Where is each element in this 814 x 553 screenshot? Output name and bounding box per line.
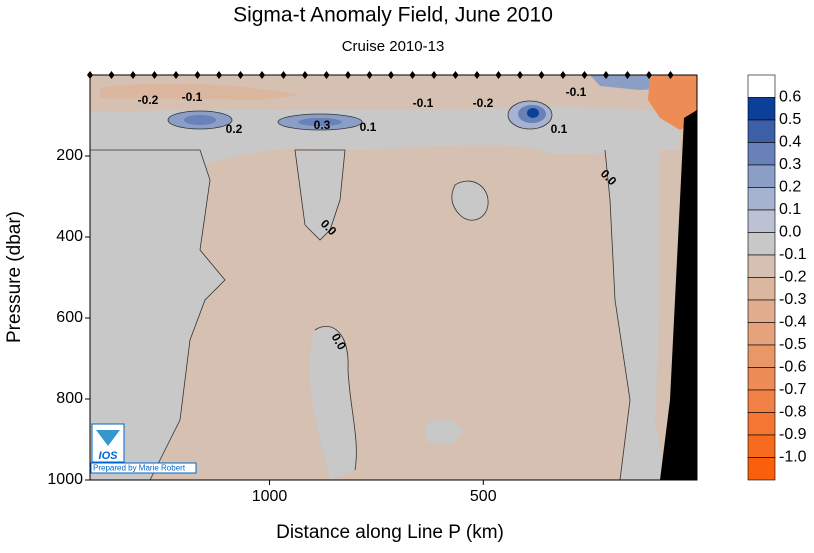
- station-marker: [216, 71, 222, 79]
- contour-label: -0.1: [413, 96, 434, 110]
- y-tick-label: 1000: [47, 471, 83, 488]
- contour-label: 0.3: [314, 118, 331, 132]
- station-marker: [474, 71, 480, 79]
- x-axis-label: Distance along Line P (km): [276, 522, 504, 543]
- colorbar-label: -0.4: [779, 314, 807, 331]
- contour-label: -0.2: [473, 96, 494, 110]
- station-marker: [538, 71, 545, 79]
- y-tick-label: 400: [56, 228, 83, 245]
- x-tick-label: 1000: [252, 488, 288, 505]
- station-marker: [667, 71, 674, 79]
- logo-text: IOS: [99, 450, 119, 462]
- station-marker: [323, 71, 330, 79]
- colorbar-swatch: [747, 164, 776, 188]
- colorbar-swatch: [747, 434, 776, 458]
- colorbar-label: -0.8: [779, 404, 807, 421]
- colorbar-label: -0.6: [779, 359, 807, 376]
- y-axis-label: Pressure (dbar): [4, 211, 25, 343]
- colorbar-swatch: [747, 209, 776, 233]
- station-marker: [87, 71, 93, 79]
- colorbar-swatch: [747, 367, 776, 391]
- station-marker: [431, 71, 437, 79]
- colorbar-label: -0.9: [779, 426, 807, 443]
- station-marker: [646, 71, 652, 79]
- colorbar-label: 0.5: [779, 111, 801, 128]
- station-marker: [345, 71, 351, 79]
- station-marker: [624, 71, 631, 79]
- station-marker: [259, 71, 265, 79]
- colorbar-swatch: [747, 389, 776, 413]
- colorbar-label: -0.2: [779, 269, 807, 286]
- station-marker: [603, 71, 609, 79]
- logo: IOS Prepared by Marie Robert: [90, 423, 197, 474]
- station-marker: [517, 71, 523, 79]
- contour-label: 0.2: [226, 122, 243, 136]
- station-marker: [151, 71, 158, 79]
- station-marker: [194, 71, 201, 79]
- contour-label: 0.1: [360, 120, 377, 134]
- colorbar-label: -0.1: [779, 246, 807, 263]
- station-markers: [87, 71, 674, 79]
- station-marker: [560, 71, 566, 79]
- colorbar-swatch: [747, 119, 776, 143]
- colorbar-swatch: [747, 254, 776, 278]
- colorbar-label: 0.2: [779, 179, 801, 196]
- colorbar-label: -1.0: [779, 449, 807, 466]
- y-tick-label: 800: [56, 390, 83, 407]
- contour-label: 0.1: [551, 122, 568, 136]
- colorbar-label: 0.3: [779, 156, 801, 173]
- y-tick-label: 600: [56, 309, 83, 326]
- station-marker: [581, 71, 588, 79]
- station-marker: [409, 71, 416, 79]
- colorbar-label: -0.7: [779, 381, 807, 398]
- contour-label: -0.2: [138, 93, 159, 107]
- station-marker: [108, 71, 115, 79]
- colorbar-swatch: [747, 322, 776, 346]
- contour-label: -0.1: [566, 85, 587, 99]
- station-marker: [452, 71, 459, 79]
- x-tick-label: 500: [470, 488, 497, 505]
- credit: Prepared by Marie Robert: [93, 464, 186, 473]
- colorbar-swatch: [747, 412, 776, 436]
- colorbar-swatch: [747, 187, 776, 211]
- station-marker: [130, 71, 136, 79]
- colorbar-label: 0.1: [779, 201, 801, 218]
- chart-subtitle: Cruise 2010-13: [342, 38, 445, 55]
- contour-label: -0.1: [182, 90, 203, 104]
- colorbar-label: -0.5: [779, 336, 807, 353]
- colorbar-label: 0.0: [779, 224, 801, 241]
- colorbar-label: -0.3: [779, 291, 807, 308]
- colorbar-swatch: [747, 299, 776, 323]
- colorbar-swatch: [747, 277, 776, 301]
- colorbar-swatch: [747, 344, 776, 368]
- station-marker: [388, 71, 394, 79]
- y-tick-label: 200: [56, 147, 83, 164]
- station-marker: [237, 71, 244, 79]
- station-marker: [366, 71, 373, 79]
- colorbar-top: [747, 74, 776, 98]
- chart-title: Sigma-t Anomaly Field, June 2010: [233, 4, 553, 27]
- colorbar-swatch: [747, 232, 776, 256]
- colorbar-swatch: [747, 457, 776, 481]
- station-marker: [495, 71, 502, 79]
- station-marker: [173, 71, 179, 79]
- colorbar-swatch: [747, 142, 776, 166]
- colorbar-swatch: [747, 97, 776, 121]
- colorbar-label: 0.6: [779, 89, 801, 106]
- colorbar-label: 0.4: [779, 134, 801, 151]
- contour-field: [90, 75, 697, 480]
- station-marker: [280, 71, 287, 79]
- station-marker: [302, 71, 308, 79]
